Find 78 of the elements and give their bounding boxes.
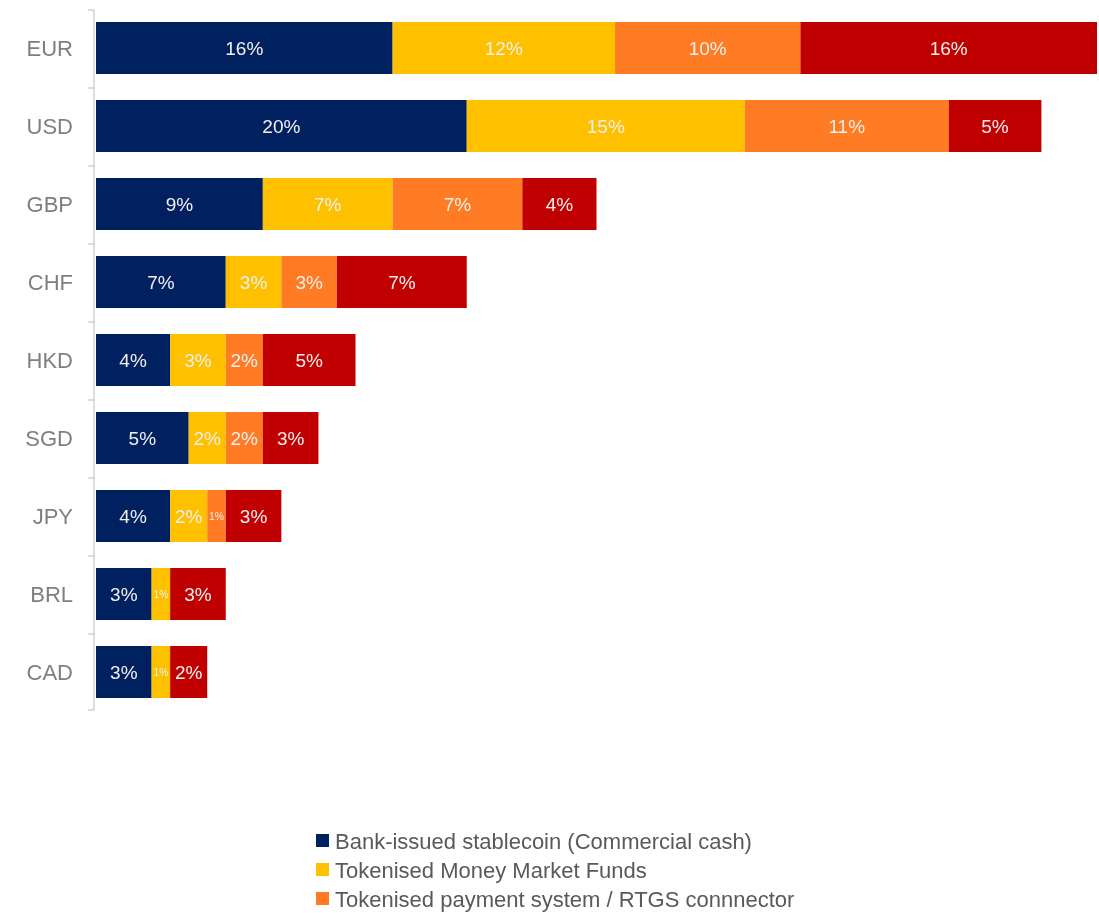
data-label: 7% — [313, 193, 342, 215]
data-label: 15% — [586, 115, 625, 137]
data-label: 3% — [110, 583, 138, 605]
data-label: 1% — [209, 510, 224, 522]
y-tick-label: EUR — [26, 35, 73, 61]
data-label: 3% — [276, 427, 305, 449]
data-label: 3% — [239, 505, 268, 527]
data-label: 2% — [174, 661, 203, 683]
data-label: 16% — [225, 37, 264, 59]
bar — [170, 490, 208, 542]
bar — [96, 334, 171, 386]
bar — [207, 490, 226, 542]
y-tick-label: BRL — [30, 581, 73, 607]
y-tick-label: JPY — [32, 503, 74, 529]
bar — [96, 646, 152, 698]
data-label: 3% — [184, 349, 212, 371]
bar — [262, 412, 319, 464]
data-label: 2% — [230, 349, 259, 371]
bar — [615, 22, 801, 74]
data-label: 10% — [688, 37, 727, 59]
data-label: 4% — [119, 349, 147, 371]
bar — [392, 22, 616, 74]
bar — [170, 334, 226, 386]
legend-label: Tokenised payment system / RTGS connnector — [335, 886, 795, 912]
data-label: 7% — [147, 271, 175, 293]
bar — [170, 568, 226, 620]
data-label: 20% — [262, 115, 301, 137]
data-label: 4% — [119, 505, 147, 527]
data-label: 2% — [174, 505, 203, 527]
bar — [800, 22, 1097, 74]
data-label: 7% — [388, 271, 416, 293]
legend-label: Tokenised Money Market Funds — [335, 857, 647, 883]
data-label: 5% — [128, 427, 157, 449]
bar — [281, 256, 337, 308]
bar — [96, 412, 189, 464]
y-tick-label: GBP — [26, 191, 73, 217]
bar — [96, 490, 171, 542]
bar — [336, 256, 467, 308]
bar — [522, 178, 597, 230]
data-label: 9% — [165, 193, 194, 215]
bar — [96, 178, 263, 230]
data-label: 11% — [828, 115, 866, 137]
y-tick-label: CAD — [26, 659, 73, 685]
data-label: 12% — [484, 37, 523, 59]
bar — [96, 100, 467, 152]
bar — [170, 646, 208, 698]
data-label: 2% — [193, 427, 222, 449]
bar — [96, 22, 393, 74]
bar — [392, 178, 523, 230]
y-tick-label: USD — [26, 113, 73, 139]
bar — [744, 100, 949, 152]
data-label: 7% — [443, 193, 472, 215]
y-tick-label: SGD — [25, 425, 73, 451]
data-label: 3% — [239, 271, 268, 293]
bar — [96, 256, 226, 308]
legend-label: Bank-issued stablecoin (Commercial cash) — [335, 828, 752, 854]
bar — [225, 412, 263, 464]
data-label: 5% — [981, 115, 1009, 137]
data-label: 3% — [110, 661, 138, 683]
bar — [466, 100, 745, 152]
bar — [96, 568, 152, 620]
y-tick-label: CHF — [27, 269, 73, 295]
bar — [948, 100, 1042, 152]
y-tick-label: HKD — [26, 347, 73, 373]
data-label: 1% — [153, 588, 169, 600]
data-label: 5% — [295, 349, 324, 371]
bar — [262, 334, 356, 386]
data-label: 3% — [184, 583, 212, 605]
data-label: 4% — [545, 193, 574, 215]
bar — [225, 490, 282, 542]
data-label: 3% — [295, 271, 324, 293]
bar — [225, 256, 282, 308]
data-label: 16% — [929, 37, 968, 59]
data-label: 1% — [153, 666, 169, 678]
bar — [262, 178, 393, 230]
bar — [188, 412, 226, 464]
data-label: 2% — [230, 427, 259, 449]
bar — [225, 334, 263, 386]
